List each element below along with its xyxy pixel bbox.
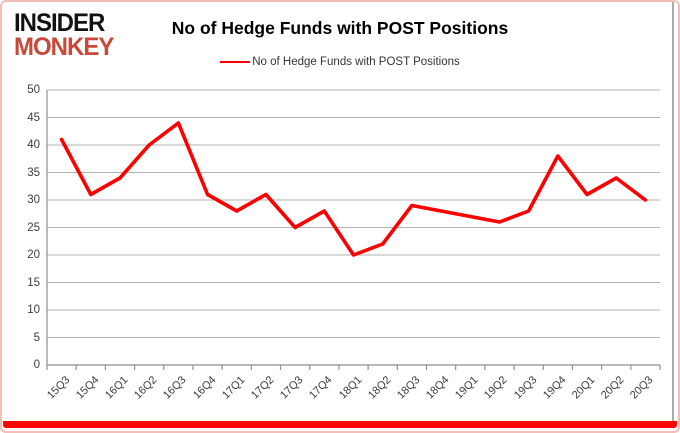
x-axis-label-18q4: 18Q4 (424, 374, 452, 402)
y-axis-label-20: 20 (27, 249, 40, 261)
x-axis-label-18q3: 18Q3 (394, 374, 423, 402)
x-axis-label-17q1: 17Q1 (219, 374, 248, 402)
insider-monkey-logo: INSIDER MONKEY (14, 8, 114, 62)
y-axis-label-10: 10 (27, 304, 40, 316)
y-axis-label-35: 35 (27, 166, 40, 179)
y-axis-label-15: 15 (27, 276, 40, 289)
series-line-post (59, 121, 648, 257)
y-axis-label-45: 45 (27, 111, 40, 124)
x-axis-label-20q2: 20Q2 (599, 374, 627, 402)
x-axis-label-17q2: 17Q2 (248, 374, 277, 402)
x-axis-label-19q1: 19Q1 (453, 374, 481, 402)
x-axis-label-16q1: 16Q1 (102, 374, 131, 402)
y-axis-label-50: 50 (27, 84, 40, 96)
y-axis-label-25: 25 (27, 221, 40, 234)
frame-right-shadow-line (672, 2, 674, 423)
x-axis-label-17q4: 17Q4 (307, 374, 335, 402)
x-axis-label-16q3: 16Q3 (161, 374, 189, 402)
x-axis-label-16q4: 16Q4 (190, 374, 219, 402)
frame-bottom-red-bar (3, 421, 677, 428)
x-axis-label-19q3: 19Q3 (511, 374, 540, 402)
x-axis-label-20q1: 20Q1 (569, 374, 598, 402)
chart-title: No of Hedge Funds with POST Positions (171, 18, 509, 38)
y-axis-label-5: 5 (33, 331, 40, 344)
legend-label: No of Hedge Funds with POST Positions (252, 56, 460, 68)
logo-word-insider: INSIDER (14, 8, 105, 38)
y-axis-label-40: 40 (27, 139, 40, 151)
x-axis-label-16q2: 16Q2 (132, 374, 160, 402)
x-axis-label-19q2: 19Q2 (482, 374, 510, 402)
x-axis-label-19q4: 19Q4 (540, 374, 569, 402)
x-axis-label-18q1: 18Q1 (336, 374, 364, 402)
logo-word-monkey: MONKEY (14, 33, 114, 62)
y-axis-label-0: 0 (33, 359, 40, 371)
x-axis-label-15q4: 15Q4 (73, 374, 102, 402)
chart-legend: No of Hedge Funds with POST Positions (2, 56, 678, 68)
x-axis-label-20q3: 20Q3 (628, 374, 656, 402)
legend-line-swatch-icon (220, 61, 251, 63)
x-axis-label-15q3: 15Q3 (44, 374, 73, 402)
x-axis-label-18q2: 18Q2 (365, 374, 394, 402)
y-axis-label-30: 30 (27, 194, 40, 206)
x-axis-label-17q3: 17Q3 (278, 374, 306, 402)
